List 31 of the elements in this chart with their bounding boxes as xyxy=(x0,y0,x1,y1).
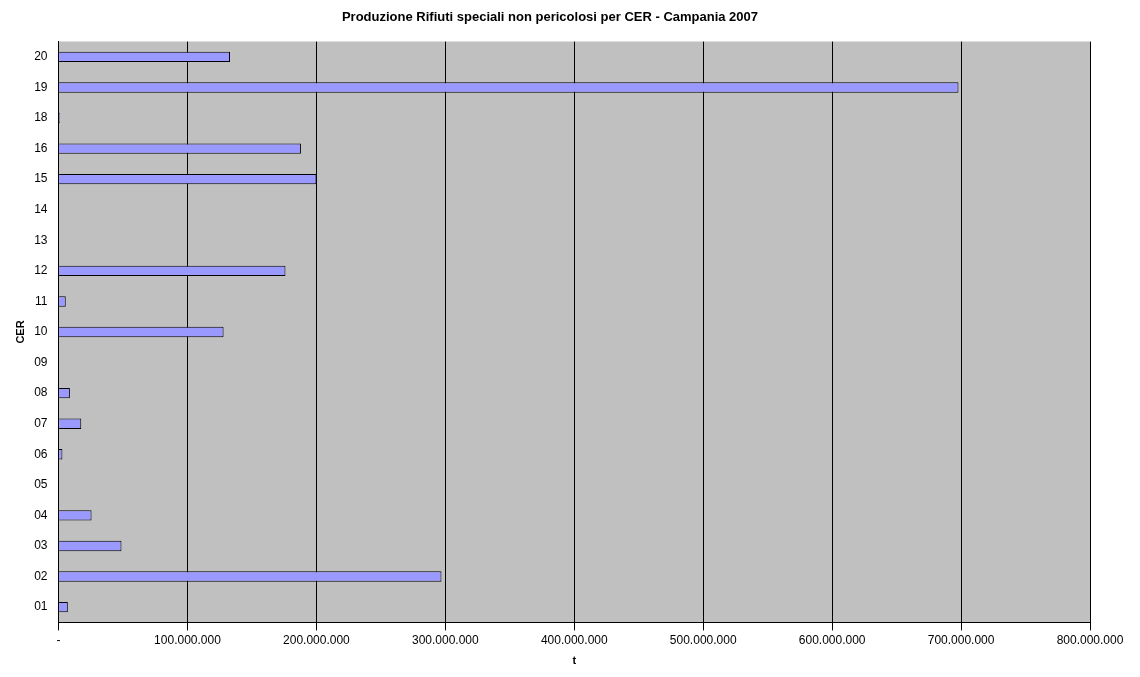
y-tick-label: 10 xyxy=(34,324,48,339)
y-tick-label: 16 xyxy=(34,140,48,155)
x-tick-label: 100.000.000 xyxy=(154,632,222,647)
y-tick-label: 09 xyxy=(34,354,48,369)
y-tick-label: 06 xyxy=(34,446,48,461)
y-axis-title: CER xyxy=(13,320,26,344)
y-tick-label: 01 xyxy=(34,599,48,614)
y-tick-label: 08 xyxy=(34,385,48,400)
x-tick-label: 500.000.000 xyxy=(669,632,737,647)
y-tick-label: 02 xyxy=(34,568,48,583)
y-tick-label: 14 xyxy=(34,202,48,217)
y-tick-label: 19 xyxy=(34,79,48,94)
y-tick-label: 18 xyxy=(34,110,48,125)
y-tick-label: 15 xyxy=(34,171,48,186)
x-tick-label: 800.000.000 xyxy=(1056,632,1124,647)
x-axis-title: t xyxy=(572,654,577,667)
chart-title: Produzione Rifiuti speciali non pericolosi per CER - Campania 2007 xyxy=(341,9,759,25)
x-tick-label: 600.000.000 xyxy=(798,632,866,647)
y-tick-label: 11 xyxy=(35,293,48,308)
y-tick-label: 12 xyxy=(34,263,48,278)
x-tick-label: - xyxy=(56,632,61,647)
y-tick-label: 07 xyxy=(34,416,48,431)
y-tick-label: 13 xyxy=(34,232,48,247)
y-tick-label: 20 xyxy=(34,49,48,64)
y-tick-label: 04 xyxy=(34,507,48,522)
x-tick-label: 300.000.000 xyxy=(411,632,480,647)
y-tick-label: 05 xyxy=(34,477,48,492)
x-tick-label: 400.000.000 xyxy=(540,632,608,647)
x-tick-label: 200.000.000 xyxy=(283,632,351,647)
y-tick-label: 03 xyxy=(34,538,48,553)
x-tick-label: 700.000.000 xyxy=(927,632,995,647)
